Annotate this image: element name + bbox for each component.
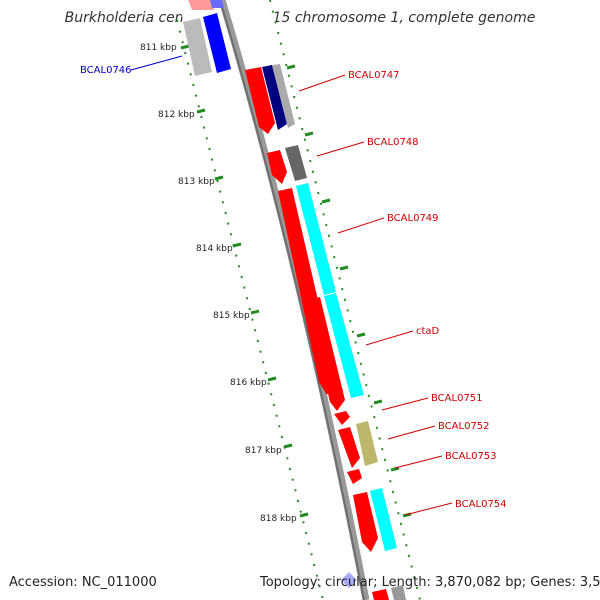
scale-ruler-left (176, 19, 324, 600)
connector-ctad (365, 330, 414, 346)
gene-label-bcal0749[interactable]: BCAL0749 (387, 213, 439, 224)
kbp-tick (299, 512, 309, 518)
gene-bcal0751[interactable] (334, 411, 350, 425)
gene-bcal0746-grey[interactable] (183, 18, 212, 76)
kbp-label-818: 818 kbp (260, 514, 297, 524)
gene-bcal0754-cyan[interactable] (370, 488, 397, 551)
gene-bcal0753[interactable] (347, 469, 362, 484)
kbp-tick (267, 376, 277, 382)
gene-label-bcal0746[interactable]: BCAL0746 (80, 65, 132, 76)
gene-partial-bottom-grey[interactable] (391, 585, 406, 600)
gene-bcal0748-grey[interactable] (285, 145, 307, 181)
gene-label-bcal0748[interactable]: BCAL0748 (367, 137, 419, 148)
gene-bcal0752[interactable] (338, 427, 360, 468)
kbp-label-817: 817 kbp (245, 446, 282, 456)
connector-bcal0746 (130, 55, 183, 71)
connector-bcal0752 (387, 425, 436, 440)
kbp-tick (373, 399, 383, 405)
connector-bcal0754 (404, 502, 453, 516)
kbp-tick (321, 198, 331, 204)
accession-text: Accession: NC_011000 (9, 575, 157, 590)
kbp-labels: 811 kbp 812 kbp 813 kbp 814 kbp 815 kbp … (140, 43, 297, 524)
gene-partial-bottom-red[interactable] (372, 589, 389, 600)
kbp-label-815: 815 kbp (213, 311, 250, 321)
gene-ctad-cyan[interactable] (324, 293, 364, 398)
kbp-tick (196, 108, 206, 114)
gene-bcal0748[interactable] (267, 150, 287, 184)
gene-ctad[interactable] (306, 297, 345, 411)
kbp-tick (180, 44, 190, 50)
kbp-label-816: 816 kbp (230, 378, 267, 388)
gene-label-bcal0752[interactable]: BCAL0752 (438, 421, 490, 432)
kbp-label-811: 811 kbp (140, 43, 177, 53)
kbp-label-812: 812 kbp (158, 110, 195, 120)
kbp-tick (390, 466, 400, 472)
kbp-tick (286, 64, 296, 70)
gene-label-ctad[interactable]: ctaD (416, 326, 440, 337)
kbp-major-ticks (180, 44, 412, 518)
gene-bcal0752-olive[interactable] (356, 421, 378, 466)
kbp-tick (232, 242, 242, 248)
gene-label-bcal0754[interactable]: BCAL0754 (455, 499, 507, 510)
connector-bcal0747 (298, 74, 346, 92)
chromosome-backbone-shade (219, 0, 365, 600)
gene-bcal0747-navy[interactable] (262, 65, 287, 130)
gene-labels: BCAL0746 BCAL0747 BCAL0748 BCAL0749 ctaD… (80, 65, 507, 510)
chromosome-backbone (218, 0, 370, 600)
gene-bcal0749-cyan[interactable] (296, 183, 336, 295)
gene-bcal0747[interactable] (245, 67, 275, 134)
gene-bcal0754[interactable] (353, 492, 378, 552)
kbp-tick (250, 309, 260, 315)
scale-ruler-right (269, 0, 421, 600)
gene-label-bcal0747[interactable]: BCAL0747 (348, 70, 400, 81)
kbp-label-813: 813 kbp (178, 177, 215, 187)
position-marker-icon (341, 572, 357, 588)
connector-bcal0748 (316, 141, 365, 157)
connector-bcal0753 (394, 455, 443, 469)
label-connectors (130, 55, 453, 516)
kbp-tick (356, 332, 366, 338)
kbp-tick (283, 443, 293, 449)
connector-bcal0751 (381, 397, 429, 411)
gene-bcal0746-top-blue[interactable] (210, 0, 224, 8)
kbp-label-814: 814 kbp (196, 244, 233, 254)
gene-label-bcal0753[interactable]: BCAL0753 (445, 451, 497, 462)
kbp-tick (339, 265, 349, 271)
connector-bcal0749 (337, 217, 385, 234)
gene-bcal0746-top-red[interactable] (188, 0, 214, 10)
gene-bcal0746[interactable] (203, 13, 231, 73)
topology-text: Topology: circular; Length: 3,870,082 bp… (260, 575, 600, 590)
gene-bcal0747-grey[interactable] (272, 64, 295, 128)
kbp-tick (304, 131, 314, 137)
gene-label-bcal0751[interactable]: BCAL0751 (431, 393, 483, 404)
kbp-tick (214, 175, 224, 181)
